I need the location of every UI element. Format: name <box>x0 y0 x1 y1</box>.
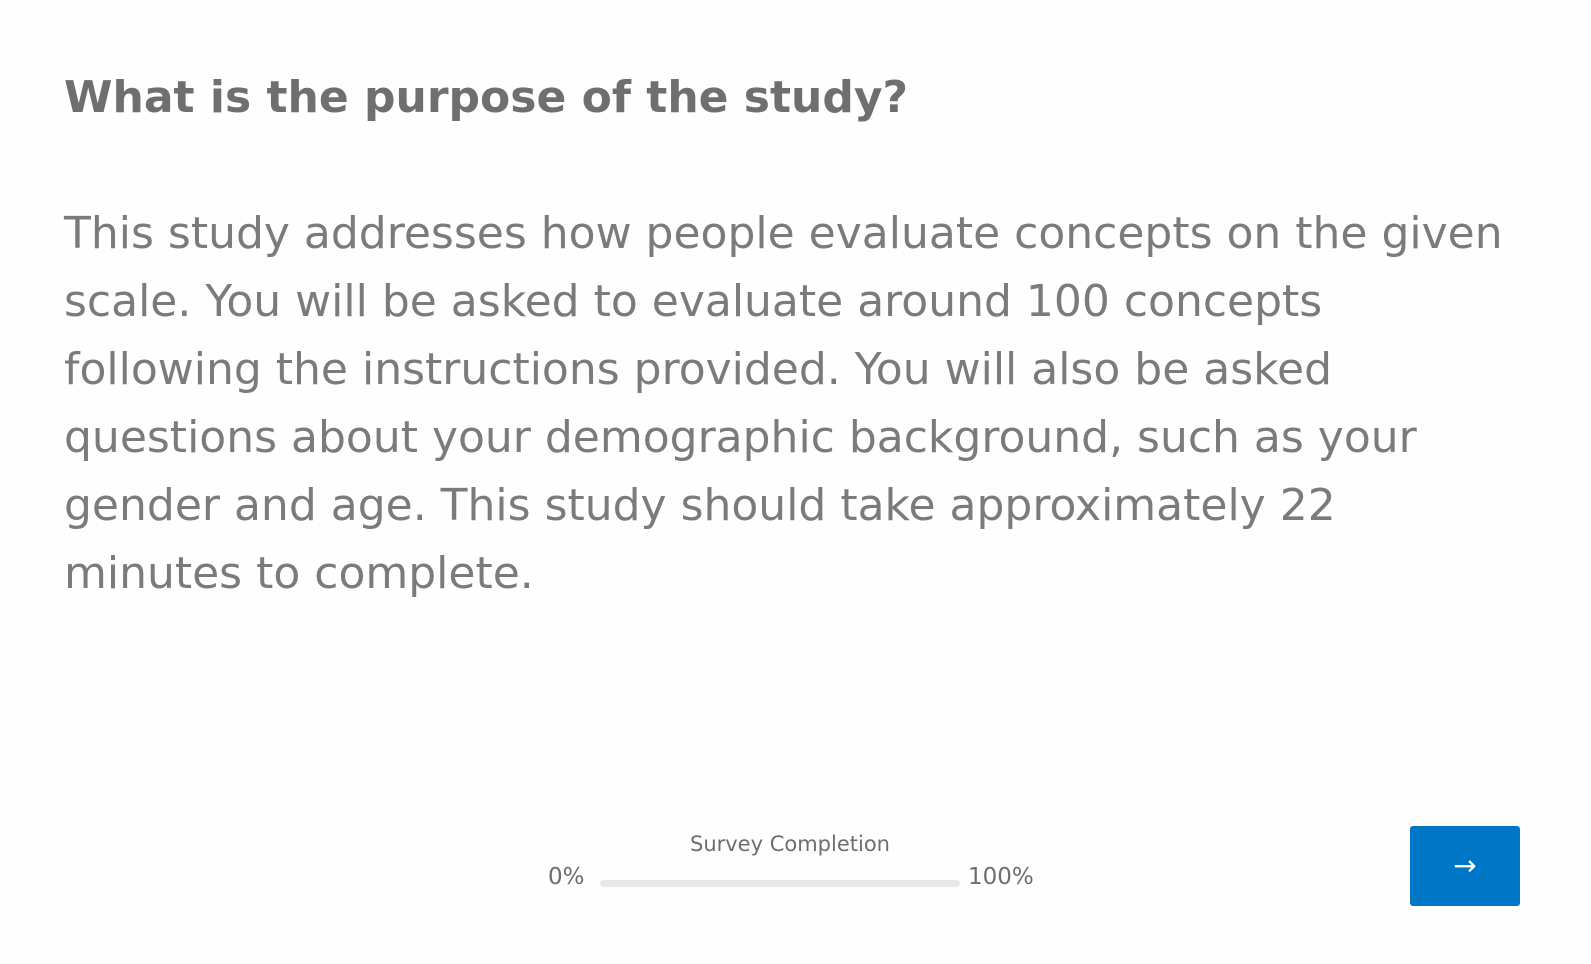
progress-max-label: 100% <box>968 864 1034 890</box>
progress-bar <box>600 880 960 887</box>
progress-label: Survey Completion <box>689 832 890 856</box>
question-title: What is the purpose of the study? <box>64 72 909 123</box>
question-body: This study addresses how people evaluate… <box>64 208 1503 599</box>
survey-footer: Survey Completion 0% 100% → <box>0 800 1591 920</box>
next-button[interactable]: → <box>1410 826 1520 906</box>
arrow-right-icon: → <box>1453 849 1477 882</box>
progress-min-label: 0% <box>548 864 585 890</box>
